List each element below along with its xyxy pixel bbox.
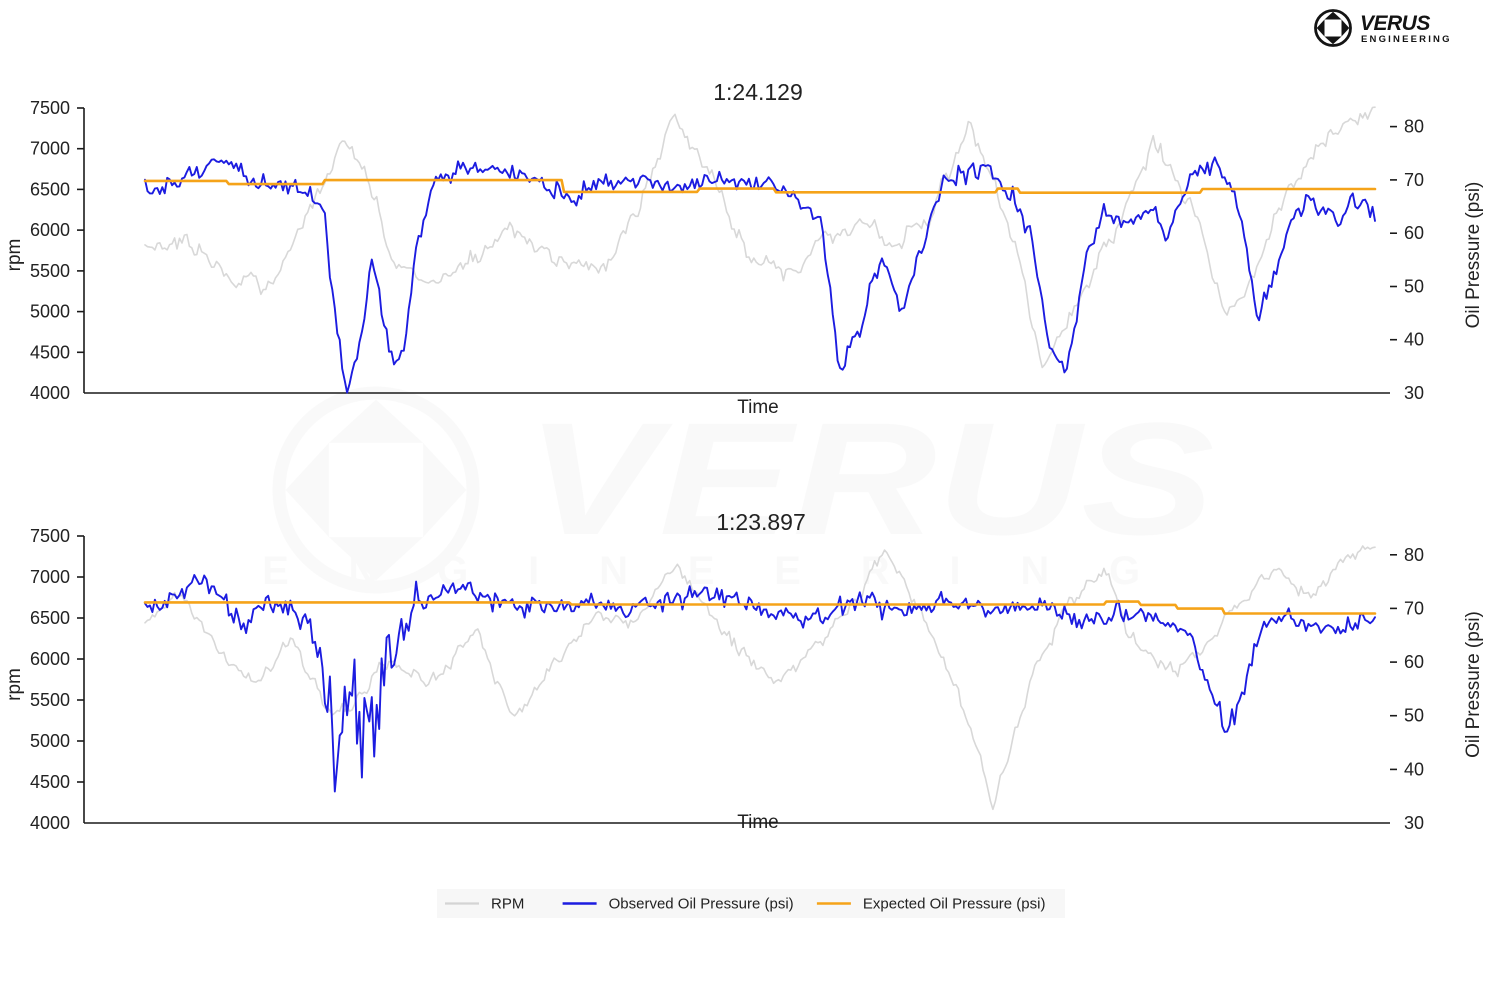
svg-text:5500: 5500 (30, 690, 70, 710)
svg-text:40: 40 (1404, 759, 1424, 779)
svg-text:5000: 5000 (30, 731, 70, 751)
svg-text:7000: 7000 (30, 567, 70, 587)
svg-text:4500: 4500 (30, 772, 70, 792)
svg-text:6500: 6500 (30, 608, 70, 628)
svg-text:80: 80 (1404, 545, 1424, 565)
svg-text:7500: 7500 (30, 526, 70, 546)
svg-text:4000: 4000 (30, 813, 70, 833)
svg-text:6000: 6000 (30, 649, 70, 669)
svg-text:Expected Oil Pressure (psi): Expected Oil Pressure (psi) (863, 896, 1046, 913)
svg-text:60: 60 (1404, 652, 1424, 672)
svg-text:70: 70 (1404, 598, 1424, 618)
svg-text:RPM: RPM (491, 896, 524, 913)
svg-text:30: 30 (1404, 813, 1424, 833)
svg-text:Observed Oil Pressure (psi): Observed Oil Pressure (psi) (609, 896, 794, 913)
svg-text:50: 50 (1404, 706, 1424, 726)
